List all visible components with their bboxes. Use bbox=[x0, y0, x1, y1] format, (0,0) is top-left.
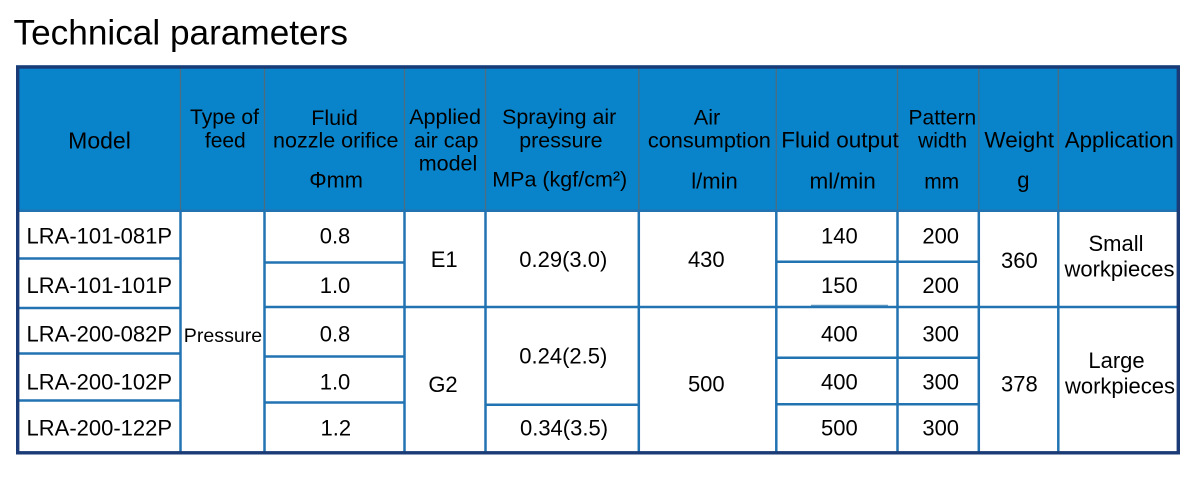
svg-text:Fluid output: Fluid output bbox=[781, 127, 899, 152]
svg-text:Φmm: Φmm bbox=[309, 168, 363, 193]
svg-text:nozzle orifice: nozzle orifice bbox=[273, 129, 398, 153]
svg-text:500: 500 bbox=[688, 371, 725, 396]
svg-text:LRA-200-122P: LRA-200-122P bbox=[27, 416, 173, 441]
svg-text:Pressure: Pressure bbox=[184, 325, 263, 347]
svg-text:0.8: 0.8 bbox=[320, 223, 351, 248]
svg-text:air cap: air cap bbox=[414, 128, 479, 152]
svg-text:300: 300 bbox=[922, 416, 959, 441]
svg-text:Weight: Weight bbox=[984, 127, 1054, 152]
svg-text:Air: Air bbox=[694, 105, 721, 130]
svg-text:300: 300 bbox=[922, 370, 959, 395]
svg-text:Pattern: Pattern bbox=[909, 107, 977, 130]
svg-text:Small: Small bbox=[1088, 231, 1143, 256]
svg-text:ml/min: ml/min bbox=[809, 168, 875, 193]
svg-text:200: 200 bbox=[922, 223, 959, 248]
svg-text:1.2: 1.2 bbox=[321, 416, 352, 441]
svg-text:400: 400 bbox=[821, 321, 858, 346]
svg-text:width: width bbox=[917, 129, 967, 152]
svg-text:Spraying air: Spraying air bbox=[502, 105, 616, 129]
svg-text:Application: Application bbox=[1065, 127, 1174, 152]
svg-text:Applied: Applied bbox=[409, 105, 481, 129]
svg-text:feed: feed bbox=[205, 130, 246, 153]
svg-text:E1: E1 bbox=[431, 247, 458, 272]
svg-text:pressure: pressure bbox=[519, 128, 602, 152]
svg-text:model: model bbox=[419, 152, 478, 176]
svg-text:430: 430 bbox=[688, 247, 725, 272]
svg-text:0.29(3.0): 0.29(3.0) bbox=[519, 247, 607, 272]
svg-text:Fluid: Fluid bbox=[311, 106, 358, 130]
svg-text:0.8: 0.8 bbox=[320, 321, 351, 346]
svg-text:workpieces: workpieces bbox=[1063, 256, 1174, 281]
svg-text:g: g bbox=[1017, 168, 1029, 193]
svg-text:mm: mm bbox=[924, 170, 959, 193]
svg-text:200: 200 bbox=[922, 273, 959, 298]
svg-text:l/min: l/min bbox=[691, 168, 737, 193]
svg-text:G2: G2 bbox=[428, 372, 457, 397]
svg-text:Technical parameters: Technical parameters bbox=[14, 14, 348, 53]
svg-text:1.0: 1.0 bbox=[320, 370, 351, 395]
svg-text:1.0: 1.0 bbox=[320, 273, 351, 298]
svg-text:0.24(2.5): 0.24(2.5) bbox=[519, 343, 607, 368]
svg-text:workpieces: workpieces bbox=[1064, 373, 1175, 398]
svg-text:consumption: consumption bbox=[648, 127, 771, 152]
svg-text:400: 400 bbox=[821, 370, 858, 395]
svg-text:LRA-200-082P: LRA-200-082P bbox=[27, 321, 173, 346]
svg-text:Model: Model bbox=[68, 127, 131, 153]
svg-text:378: 378 bbox=[1001, 372, 1038, 397]
svg-text:360: 360 bbox=[1001, 248, 1038, 273]
svg-text:Type of: Type of bbox=[190, 106, 259, 129]
svg-text:150: 150 bbox=[821, 273, 858, 298]
svg-text:MPa (kgf/cm²): MPa (kgf/cm²) bbox=[492, 168, 627, 192]
svg-text:0.34(3.5): 0.34(3.5) bbox=[520, 415, 608, 440]
svg-text:300: 300 bbox=[922, 321, 959, 346]
svg-text:LRA-200-102P: LRA-200-102P bbox=[27, 370, 173, 395]
svg-text:140: 140 bbox=[821, 223, 858, 248]
svg-text:LRA-101-081P: LRA-101-081P bbox=[27, 223, 173, 248]
svg-text:Large: Large bbox=[1088, 348, 1144, 373]
svg-text:500: 500 bbox=[821, 416, 858, 441]
svg-text:LRA-101-101P: LRA-101-101P bbox=[27, 273, 173, 298]
